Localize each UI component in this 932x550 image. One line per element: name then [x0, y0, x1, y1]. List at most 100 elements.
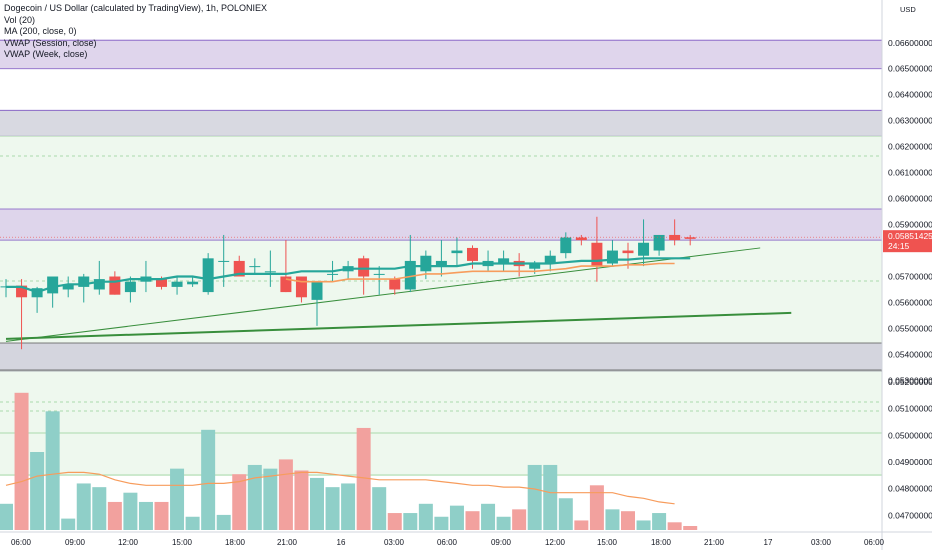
volume-tick-label: 0.05100000 [888, 404, 932, 414]
volume-bar [61, 518, 76, 530]
volume-bar [434, 516, 449, 530]
candle [575, 234, 587, 246]
volume-bar [512, 509, 527, 530]
candle-body [451, 250, 463, 254]
candle [591, 216, 603, 282]
candle-body [93, 279, 105, 290]
candle [218, 234, 230, 287]
candle [16, 279, 28, 350]
price-tick-label: 0.06200000 [888, 142, 932, 152]
time-tick-label: 17 [764, 538, 773, 547]
time-tick-label: 18:00 [651, 538, 672, 547]
candle-body [47, 276, 59, 294]
symbol-title[interactable]: Dogecoin / US Dollar (calculated by Trad… [4, 3, 267, 13]
volume-bar [154, 501, 169, 530]
time-tick-label: 12:00 [118, 538, 139, 547]
volume-bar [170, 468, 185, 530]
volume-bar [30, 452, 45, 530]
time-tick-label: 15:00 [597, 538, 618, 547]
zone-purple-3 [0, 208, 882, 241]
volume-bar [558, 498, 573, 530]
volume-bar [201, 429, 216, 530]
time-tick-label: 06:00 [11, 538, 32, 547]
volume-tick-label: 0.04900000 [888, 457, 932, 467]
time-tick-label: 15:00 [172, 538, 193, 547]
price-tick-label: 0.06600000 [888, 38, 932, 48]
candle-body [669, 234, 681, 241]
candle-body [404, 260, 416, 290]
candle-body [156, 279, 167, 287]
volume-bar [278, 459, 293, 530]
candle [78, 273, 90, 303]
candle [653, 234, 665, 256]
candle-body [622, 250, 634, 254]
price-tick-label: 0.06400000 [888, 90, 932, 100]
time-tick-label: 03:00 [811, 538, 832, 547]
candle-body [358, 258, 370, 277]
ma-line [6, 257, 691, 294]
candle [280, 240, 292, 293]
time-tick-label: 21:00 [704, 538, 725, 547]
volume-bar [356, 427, 371, 530]
price-tick-label: 0.05300000 [888, 375, 932, 385]
candle [467, 245, 478, 269]
price-tick-label: 0.05500000 [888, 323, 932, 333]
price-tick-label: 0.05600000 [888, 297, 932, 307]
volume-bar [216, 514, 231, 530]
candle-body [653, 234, 665, 251]
candle-body [171, 281, 183, 287]
volume-bar [589, 485, 604, 530]
candle [560, 232, 572, 259]
volume-bar [310, 477, 324, 530]
ma-indicator-label[interactable]: MA (200, close, 0) [4, 26, 77, 36]
vwap-week-label[interactable]: VWAP (Week, close) [4, 49, 88, 59]
zone-green-volume [0, 372, 882, 476]
volume-bar [341, 483, 356, 530]
candle [124, 276, 136, 303]
volume-bar [45, 411, 60, 530]
volume-bar [247, 464, 262, 530]
candle-body [249, 266, 261, 268]
candle-body [435, 260, 447, 267]
candle-body [327, 273, 339, 275]
time-tick-label: 09:00 [491, 538, 512, 547]
volume-tick-label: 0.05000000 [888, 430, 932, 440]
price-tick-label: 0.06000000 [888, 194, 932, 204]
volume-bar [481, 503, 496, 530]
candle-body [124, 281, 136, 293]
volume-tick-label: 0.04800000 [888, 484, 932, 494]
candle-body [606, 250, 618, 264]
price-tick-label: 0.05400000 [888, 349, 932, 359]
volume-indicator-label[interactable]: Vol (20) [4, 14, 36, 25]
currency-label: USD [900, 5, 916, 14]
time-tick-label: 06:00 [437, 538, 458, 547]
candle [93, 260, 105, 295]
volume-bar [372, 487, 387, 530]
volume-bar [418, 503, 433, 530]
candle-body [295, 276, 307, 298]
candle-body [202, 258, 214, 293]
candle [249, 258, 261, 274]
candle-body [389, 279, 401, 290]
time-tick-label: 09:00 [65, 538, 86, 547]
volume-bar [652, 513, 667, 530]
candle [435, 240, 447, 277]
volume-bar [263, 468, 278, 530]
candle-body [62, 284, 74, 290]
zone-purple-0 [0, 40, 882, 69]
candle-body [467, 247, 478, 261]
chart-legend: Dogecoin / US Dollar (calculated by Trad… [4, 3, 267, 61]
vwap-session-label[interactable]: VWAP (Session, close) [4, 37, 97, 48]
trendline-1 [5, 311, 792, 340]
time-tick-label: 21:00 [277, 538, 298, 547]
candle [684, 234, 696, 246]
candle-body [498, 258, 510, 264]
last-price-badge [883, 230, 932, 253]
volume-bar [123, 492, 138, 530]
candle-body [264, 271, 276, 273]
candle-body [187, 281, 199, 285]
candle [544, 250, 556, 272]
price-tick-label: 0.06100000 [888, 168, 932, 178]
candle-body [311, 281, 323, 300]
